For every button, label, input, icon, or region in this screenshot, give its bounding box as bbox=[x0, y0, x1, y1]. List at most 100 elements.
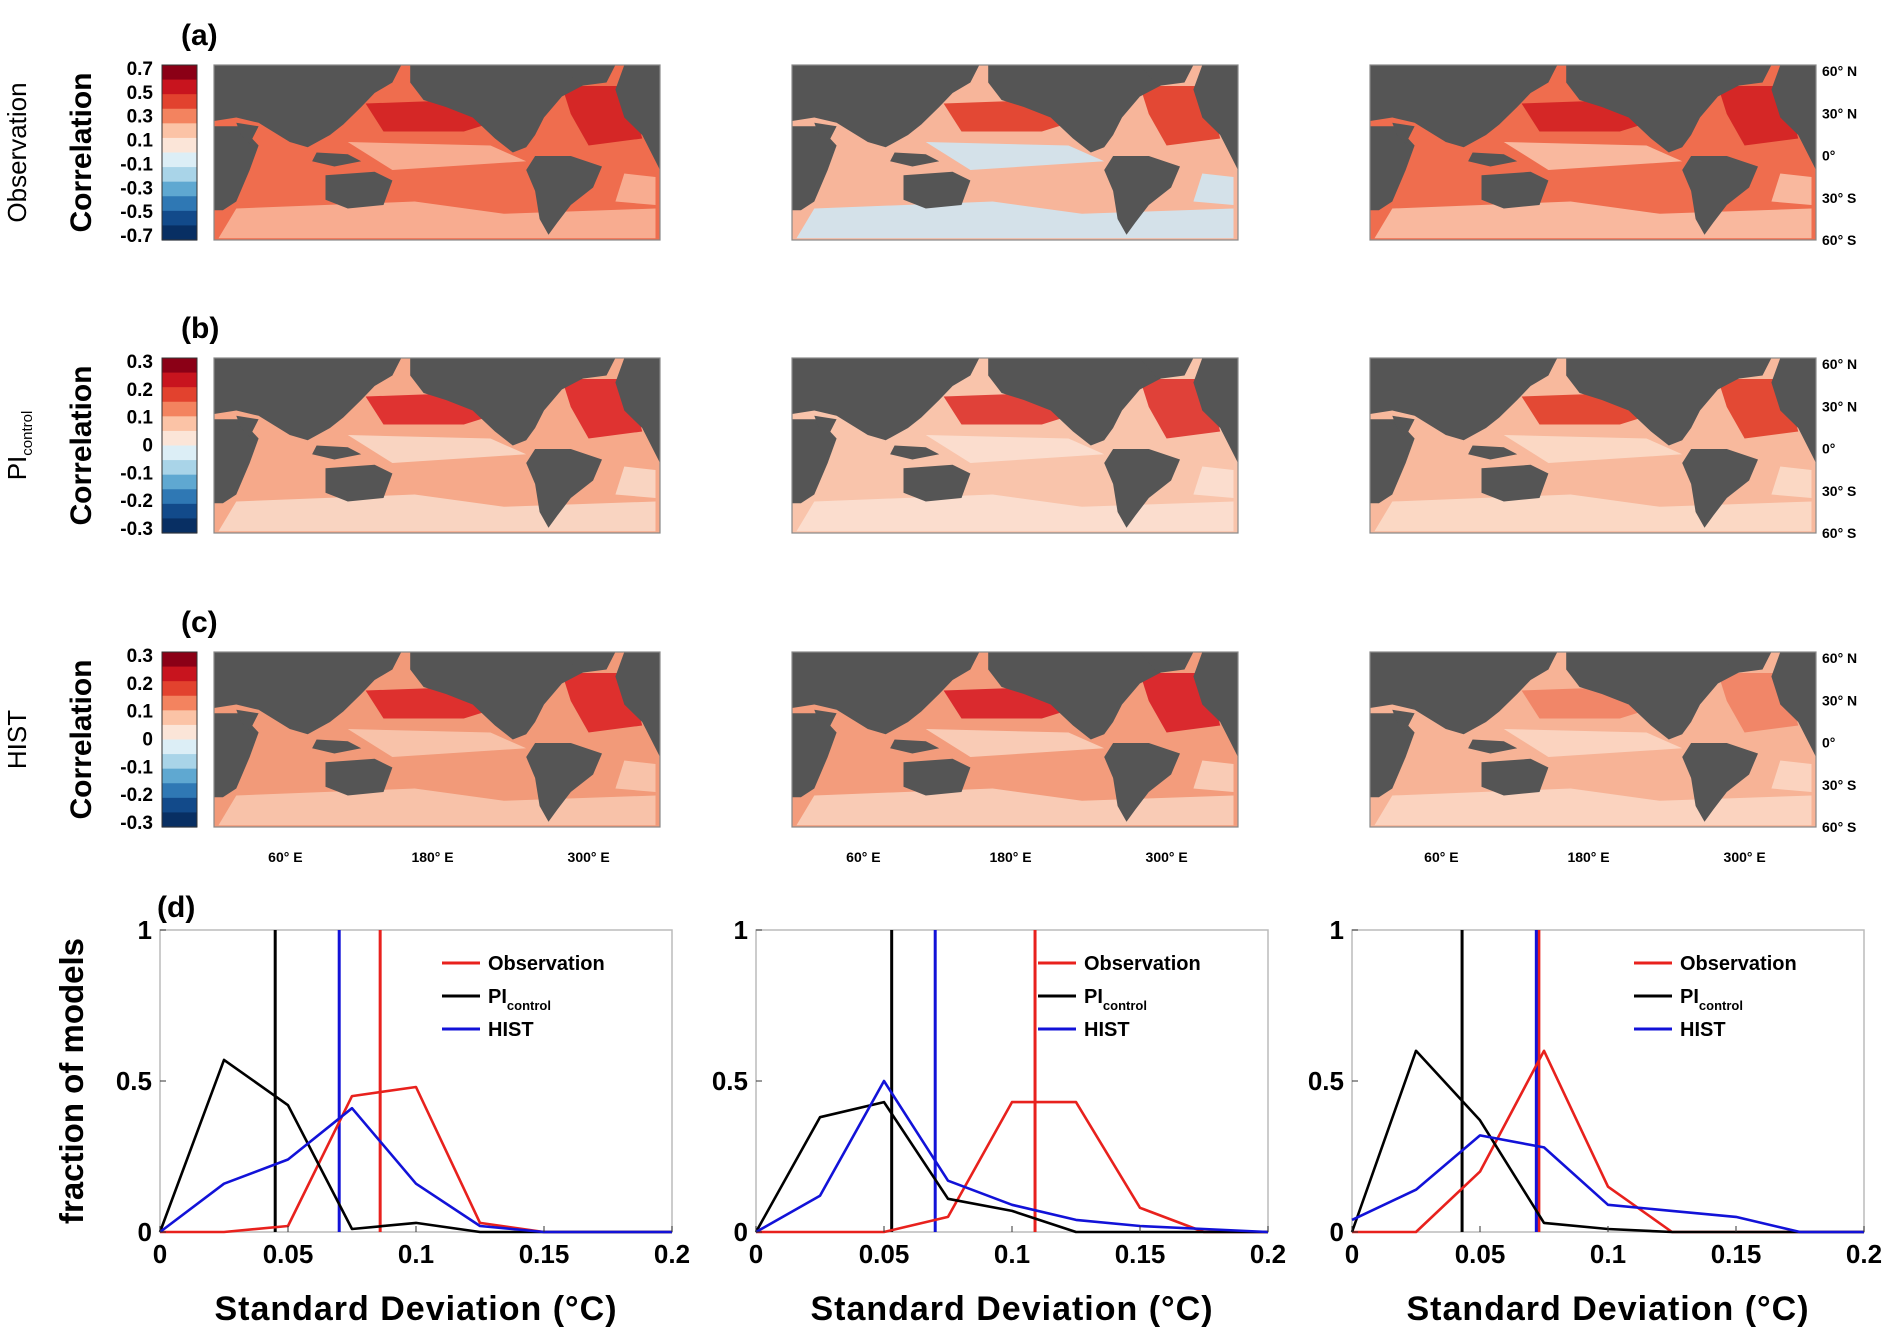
x-tick-label: 0.2 bbox=[654, 1239, 690, 1269]
x-tick-label: 0.2 bbox=[1250, 1239, 1286, 1269]
map-frame bbox=[213, 357, 661, 534]
legend-label: HIST bbox=[488, 1019, 534, 1041]
colorbar-tick-label: 0.1 bbox=[127, 408, 154, 429]
landmass bbox=[792, 419, 837, 504]
longitude-tick-label: 180° E bbox=[989, 849, 1031, 865]
landmass bbox=[615, 652, 660, 757]
colorbar-title: Correlation bbox=[65, 365, 98, 525]
landmass bbox=[214, 419, 259, 504]
colorbar-segment bbox=[162, 401, 197, 417]
map-frame bbox=[1369, 357, 1817, 534]
legend-label-subscript: control bbox=[1103, 998, 1147, 1013]
colorbar-segment bbox=[162, 783, 197, 799]
colorbar-tick-label: -0.3 bbox=[120, 178, 153, 199]
landmass bbox=[1392, 709, 1415, 731]
colorbar-tick-label: 0.5 bbox=[127, 83, 154, 104]
landmass bbox=[1481, 758, 1549, 796]
colorbar-tick-label: -0.1 bbox=[120, 463, 153, 484]
colorbar-segment bbox=[162, 108, 197, 124]
row-label-subscript: control bbox=[19, 411, 36, 456]
map-panel bbox=[791, 651, 1239, 828]
ocean-anomaly-low bbox=[1503, 435, 1683, 463]
landmass bbox=[1392, 415, 1415, 437]
ocean-anomaly-low bbox=[1771, 466, 1812, 498]
map-panel bbox=[1369, 357, 1817, 534]
colorbar-tick-label: 0.2 bbox=[127, 380, 153, 401]
landmass bbox=[1682, 156, 1758, 235]
distribution-line bbox=[755, 1079, 1269, 1234]
legend-label-subscript: control bbox=[507, 998, 551, 1013]
colorbar-tick-label: -0.3 bbox=[120, 813, 153, 834]
landmass bbox=[1370, 652, 1558, 735]
landmass bbox=[1370, 419, 1415, 504]
colorbar-tick-label: 0.1 bbox=[127, 702, 154, 723]
landmass bbox=[410, 358, 598, 446]
landmass bbox=[903, 171, 971, 209]
colorbar-segment bbox=[162, 666, 197, 682]
colorbar-frame bbox=[161, 64, 198, 241]
colorbar-tick-label: -0.1 bbox=[120, 154, 153, 175]
y-tick-label: 1 bbox=[138, 915, 152, 945]
landmass bbox=[1468, 739, 1518, 754]
colorbar-tick-label: 0 bbox=[142, 436, 153, 457]
landmass bbox=[1468, 445, 1518, 460]
landmass bbox=[236, 122, 259, 144]
colorbar-segment bbox=[162, 181, 197, 197]
landmass bbox=[325, 464, 393, 502]
landmass bbox=[1771, 65, 1816, 170]
colorbar-segment bbox=[162, 652, 197, 668]
y-tick-label: 0.5 bbox=[712, 1066, 748, 1096]
ocean-anomaly-low bbox=[347, 729, 527, 757]
map-frame bbox=[791, 651, 1239, 828]
colorbar-segment bbox=[162, 416, 197, 432]
ocean-anomaly-low bbox=[615, 760, 656, 792]
colorbar-tick-label: 0 bbox=[142, 730, 153, 751]
ocean-anomaly-low bbox=[1193, 466, 1234, 498]
distribution-line bbox=[159, 1106, 672, 1234]
y-tick-label: 0.5 bbox=[1308, 1066, 1344, 1096]
legend-label-subscript: control bbox=[1699, 998, 1743, 1013]
landmass bbox=[325, 758, 393, 796]
distribution-line bbox=[1351, 1134, 1864, 1234]
ocean-anomaly-low bbox=[347, 435, 527, 463]
map-panel bbox=[1369, 64, 1817, 241]
panel-label: (c) bbox=[181, 606, 218, 639]
landmass bbox=[526, 743, 602, 822]
colorbar-tick-label: -0.2 bbox=[120, 491, 153, 512]
colorbar-tick-label: 0.3 bbox=[127, 107, 153, 128]
landmass bbox=[1468, 152, 1518, 167]
latitude-tick-label: 60° N bbox=[1822, 356, 1857, 372]
colorbar-segment bbox=[162, 710, 197, 726]
x-tick-label: 0.15 bbox=[1711, 1239, 1762, 1269]
y-tick-label: 0 bbox=[1330, 1217, 1344, 1247]
map-frame bbox=[791, 64, 1239, 241]
landmass bbox=[214, 126, 259, 211]
landmass bbox=[988, 65, 1176, 153]
histogram-panel: 0 0.05 0.1 0.15 0.2 0 0.5 1 Standard Deviation (… bbox=[1308, 915, 1882, 1328]
landmass bbox=[792, 65, 980, 148]
landmass bbox=[615, 358, 660, 463]
latitude-tick-label: 30° S bbox=[1822, 483, 1856, 499]
map-frame bbox=[213, 64, 661, 241]
latitude-tick-label: 30° S bbox=[1822, 190, 1856, 206]
colorbar-segment bbox=[162, 754, 197, 770]
legend-label: Observation bbox=[1680, 953, 1797, 975]
landmass bbox=[903, 464, 971, 502]
ocean-anomaly-low bbox=[1503, 142, 1683, 170]
landmass bbox=[615, 65, 660, 170]
colorbar-segment bbox=[162, 797, 197, 814]
colorbar-segment bbox=[162, 445, 197, 461]
ocean-anomaly-low bbox=[925, 435, 1105, 463]
landmass bbox=[1682, 449, 1758, 528]
colorbar-tick-label: -0.2 bbox=[120, 785, 153, 806]
landmass bbox=[792, 713, 837, 798]
map-frame bbox=[213, 651, 661, 828]
ocean-anomaly-low bbox=[615, 173, 656, 205]
map-panel bbox=[791, 64, 1239, 241]
landmass bbox=[236, 709, 259, 731]
landmass bbox=[814, 122, 837, 144]
x-tick-label: 0.15 bbox=[1115, 1239, 1166, 1269]
ocean-anomaly-low bbox=[1771, 173, 1812, 205]
colorbar-segment bbox=[162, 503, 197, 520]
